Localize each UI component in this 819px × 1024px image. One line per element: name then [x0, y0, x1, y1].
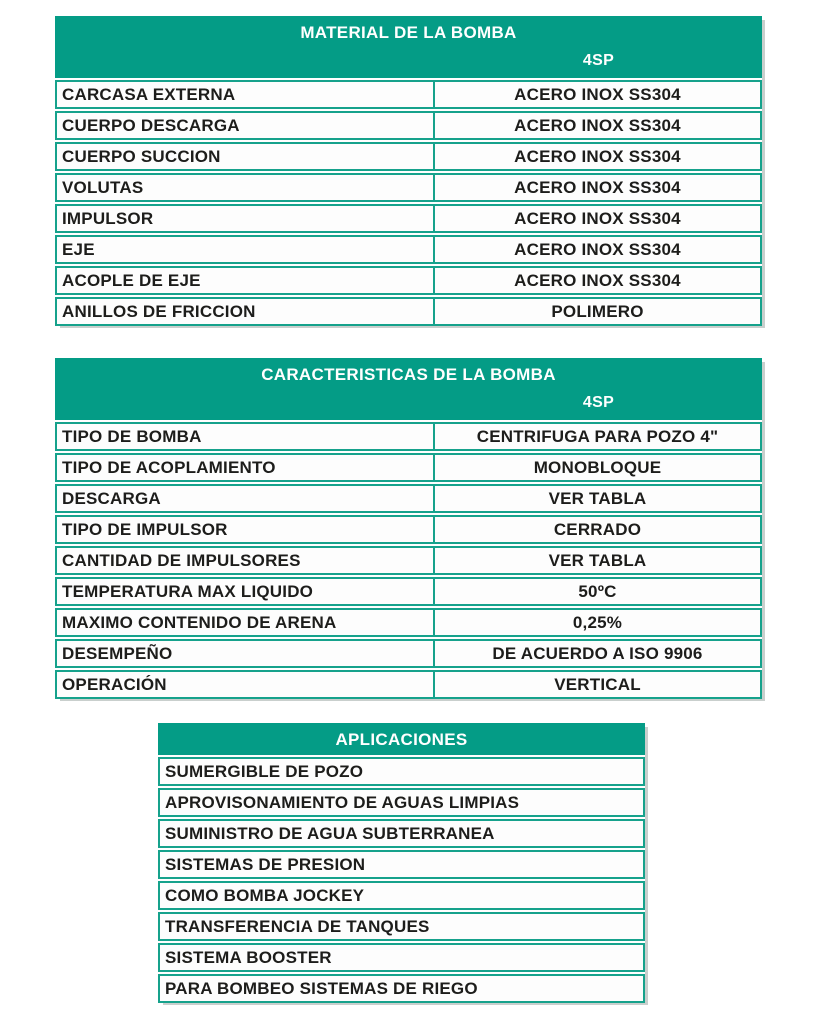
table-row: OPERACIÓN VERTICAL [55, 670, 762, 699]
material-table-rows: CARCASA EXTERNA ACERO INOX SS304 CUERPO … [55, 80, 762, 326]
table-row: DESCARGA VER TABLA [55, 484, 762, 513]
row-label: SUMINISTRO DE AGUA SUBTERRANEA [165, 824, 495, 843]
table-row: TIPO DE IMPULSOR CERRADO [55, 515, 762, 544]
list-item: SISTEMAS DE PRESION [158, 850, 645, 879]
row-label: DESEMPEÑO [57, 641, 435, 666]
material-table: MATERIAL DE LA BOMBA 4SP CARCASA EXTERNA… [55, 16, 762, 326]
row-label: IMPULSOR [57, 206, 435, 231]
table-row: VOLUTAS ACERO INOX SS304 [55, 173, 762, 202]
table-row: ACOPLE DE EJE ACERO INOX SS304 [55, 266, 762, 295]
list-item: COMO BOMBA JOCKEY [158, 881, 645, 910]
row-label: TIPO DE BOMBA [57, 424, 435, 449]
list-item: TRANSFERENCIA DE TANQUES [158, 912, 645, 941]
table-row: CANTIDAD DE IMPULSORES VER TABLA [55, 546, 762, 575]
characteristics-table: CARACTERISTICAS DE LA BOMBA 4SP TIPO DE … [55, 358, 762, 699]
applications-table-rows: SUMERGIBLE DE POZO APROVISONAMIENTO DE A… [158, 757, 645, 1003]
table-row: CUERPO DESCARGA ACERO INOX SS304 [55, 111, 762, 140]
column-header-4sp: 4SP [582, 52, 615, 69]
characteristics-table-header: CARACTERISTICAS DE LA BOMBA 4SP [55, 358, 762, 420]
table-row: DESEMPEÑO DE ACUERDO A ISO 9906 [55, 639, 762, 668]
characteristics-table-rows: TIPO DE BOMBA CENTRIFUGA PARA POZO 4" TI… [55, 422, 762, 699]
row-label: OPERACIÓN [57, 672, 435, 697]
table-row: CUERPO SUCCION ACERO INOX SS304 [55, 142, 762, 171]
table-row: IMPULSOR ACERO INOX SS304 [55, 204, 762, 233]
row-value: ACERO INOX SS304 [514, 271, 681, 290]
row-label: ACOPLE DE EJE [57, 268, 435, 293]
applications-table-title: APLICACIONES [335, 730, 468, 749]
row-label: SISTEMAS DE PRESION [165, 855, 366, 874]
material-column-header-row: 4SP [57, 47, 760, 76]
row-value: VER TABLA [548, 551, 647, 570]
column-header-4sp: 4SP [582, 394, 615, 411]
header-spacer [57, 389, 437, 418]
row-value: 50ºC [578, 582, 617, 601]
material-table-title: MATERIAL DE LA BOMBA [300, 23, 517, 42]
characteristics-column-header-row: 4SP [57, 389, 760, 418]
applications-table: APLICACIONES SUMERGIBLE DE POZO APROVISO… [158, 723, 645, 1003]
table-row: EJE ACERO INOX SS304 [55, 235, 762, 264]
table-row: TEMPERATURA MAX LIQUIDO 50ºC [55, 577, 762, 606]
table-row: TIPO DE BOMBA CENTRIFUGA PARA POZO 4" [55, 422, 762, 451]
row-label: VOLUTAS [57, 175, 435, 200]
row-label: EJE [57, 237, 435, 262]
characteristics-table-title: CARACTERISTICAS DE LA BOMBA [261, 365, 556, 384]
row-label: ANILLOS DE FRICCION [57, 299, 435, 324]
list-item: PARA BOMBEO SISTEMAS DE RIEGO [158, 974, 645, 1003]
row-label: TIPO DE ACOPLAMIENTO [57, 455, 435, 480]
row-label: DESCARGA [57, 486, 435, 511]
row-value: ACERO INOX SS304 [514, 209, 681, 228]
row-label: CUERPO DESCARGA [57, 113, 435, 138]
row-label: PARA BOMBEO SISTEMAS DE RIEGO [165, 979, 478, 998]
header-spacer [57, 47, 437, 76]
row-label: TRANSFERENCIA DE TANQUES [165, 917, 430, 936]
table-row: MAXIMO CONTENIDO DE ARENA 0,25% [55, 608, 762, 637]
row-label: COMO BOMBA JOCKEY [165, 886, 365, 905]
table-row: ANILLOS DE FRICCION POLIMERO [55, 297, 762, 326]
row-label: SISTEMA BOOSTER [165, 948, 332, 967]
row-value: 0,25% [572, 613, 623, 632]
row-value: ACERO INOX SS304 [514, 85, 681, 104]
row-label: TIPO DE IMPULSOR [57, 517, 435, 542]
row-label: MAXIMO CONTENIDO DE ARENA [57, 610, 435, 635]
row-value: DE ACUERDO A ISO 9906 [492, 644, 703, 663]
row-value: ACERO INOX SS304 [514, 147, 681, 166]
row-value: VER TABLA [548, 489, 647, 508]
table-row: TIPO DE ACOPLAMIENTO MONOBLOQUE [55, 453, 762, 482]
row-value: ACERO INOX SS304 [514, 116, 681, 135]
list-item: SUMERGIBLE DE POZO [158, 757, 645, 786]
row-label: CARCASA EXTERNA [57, 82, 435, 107]
row-value: ACERO INOX SS304 [514, 178, 681, 197]
list-item: SUMINISTRO DE AGUA SUBTERRANEA [158, 819, 645, 848]
table-row: CARCASA EXTERNA ACERO INOX SS304 [55, 80, 762, 109]
row-label: APROVISONAMIENTO DE AGUAS LIMPIAS [165, 793, 520, 812]
row-value: CENTRIFUGA PARA POZO 4" [476, 427, 719, 446]
row-value: VERTICAL [554, 675, 641, 694]
material-table-header: MATERIAL DE LA BOMBA 4SP [55, 16, 762, 78]
row-value: MONOBLOQUE [533, 458, 662, 477]
list-item: APROVISONAMIENTO DE AGUAS LIMPIAS [158, 788, 645, 817]
row-value: POLIMERO [551, 302, 644, 321]
row-value: ACERO INOX SS304 [514, 240, 681, 259]
list-item: SISTEMA BOOSTER [158, 943, 645, 972]
row-label: TEMPERATURA MAX LIQUIDO [57, 579, 435, 604]
applications-table-header: APLICACIONES [158, 723, 645, 755]
row-label: CUERPO SUCCION [57, 144, 435, 169]
row-label: CANTIDAD DE IMPULSORES [57, 548, 435, 573]
row-value: CERRADO [553, 520, 642, 539]
row-label: SUMERGIBLE DE POZO [165, 762, 364, 781]
